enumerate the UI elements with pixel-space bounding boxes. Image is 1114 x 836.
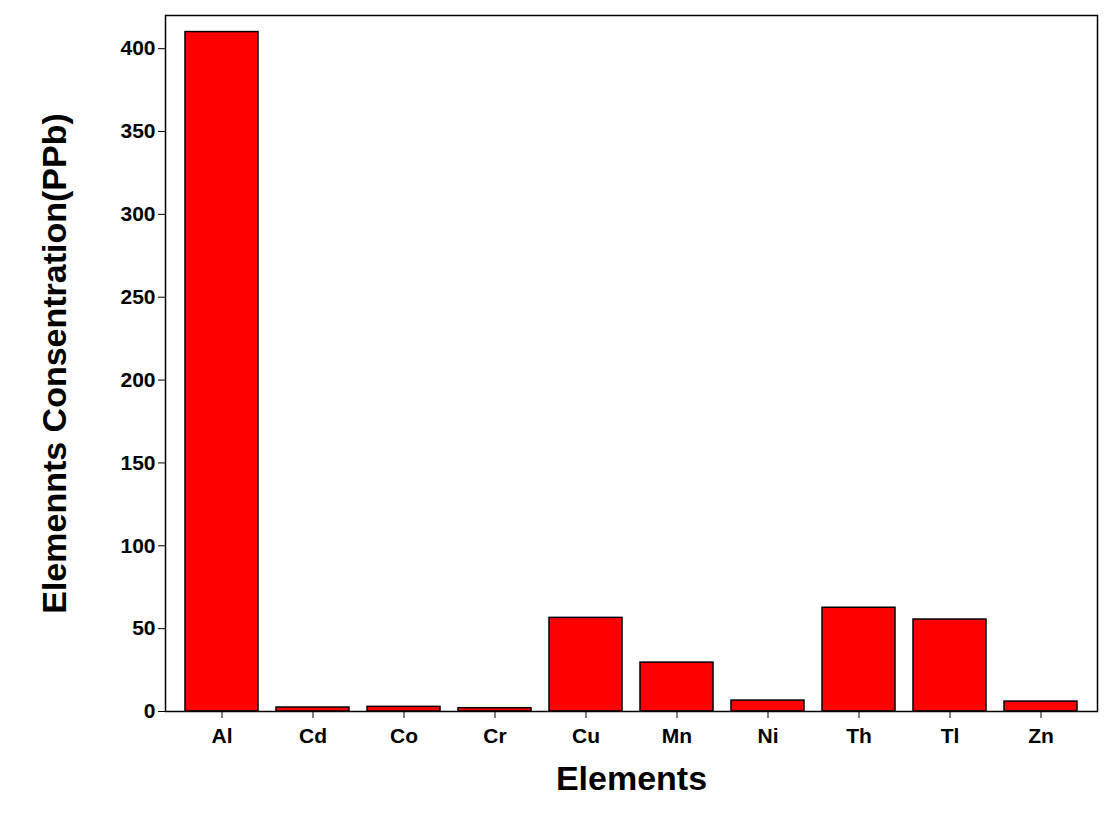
svg-text:100: 100: [120, 534, 155, 557]
svg-text:Cu: Cu: [572, 724, 600, 747]
svg-text:250: 250: [120, 285, 155, 308]
svg-text:Cr: Cr: [483, 724, 506, 747]
svg-text:Co: Co: [390, 724, 418, 747]
svg-text:Tl: Tl: [941, 724, 960, 747]
svg-text:Th: Th: [846, 724, 872, 747]
svg-text:Cd: Cd: [299, 724, 327, 747]
svg-text:Elemennts Consentration(PPb): Elemennts Consentration(PPb): [35, 113, 73, 614]
svg-text:Ni: Ni: [758, 724, 779, 747]
svg-text:Al: Al: [212, 724, 233, 747]
svg-text:350: 350: [120, 119, 155, 142]
svg-text:Zn: Zn: [1028, 724, 1054, 747]
svg-text:150: 150: [120, 451, 155, 474]
svg-text:Mn: Mn: [662, 724, 692, 747]
svg-text:300: 300: [120, 202, 155, 225]
svg-text:Elements: Elements: [556, 759, 707, 797]
svg-text:0: 0: [144, 699, 156, 722]
svg-text:400: 400: [120, 36, 155, 59]
svg-text:200: 200: [120, 368, 155, 391]
svg-text:50: 50: [132, 616, 155, 639]
